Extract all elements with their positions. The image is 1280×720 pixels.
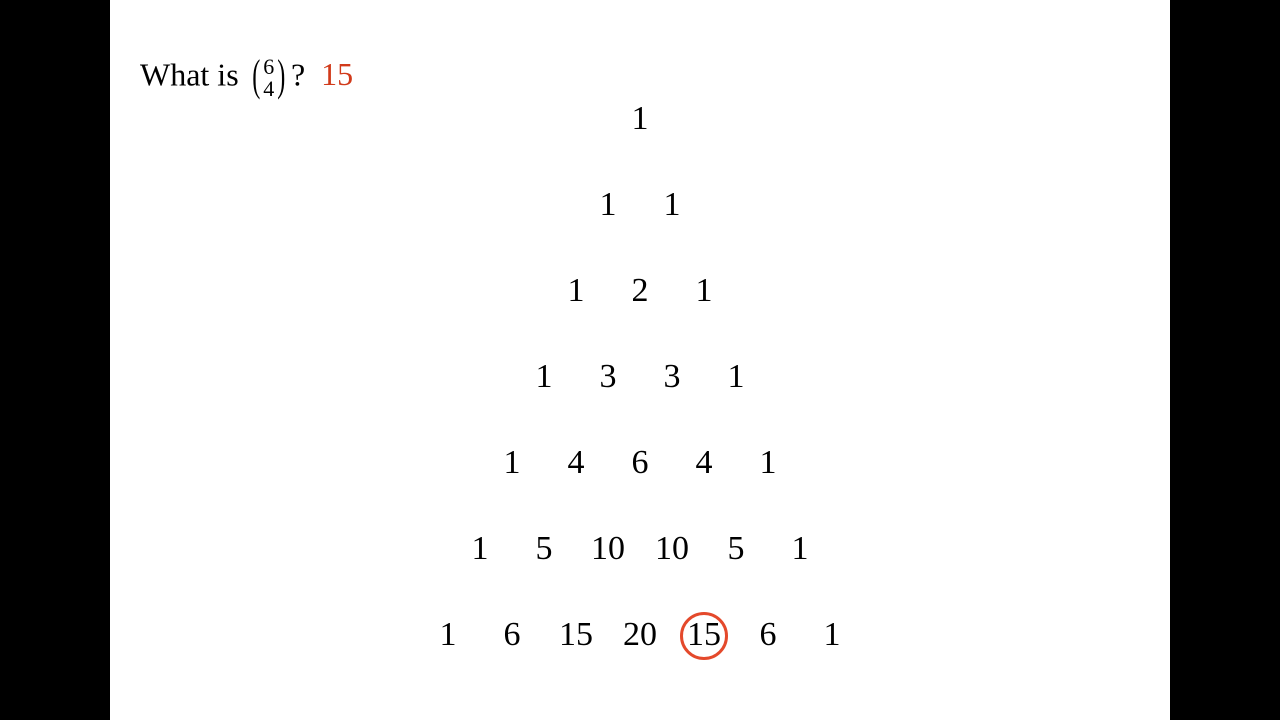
triangle-cell: 3: [640, 358, 704, 396]
answer-circle: [680, 612, 728, 660]
content-stage: What is (64)? 15 11112113311464115101051…: [110, 0, 1170, 720]
question-line: What is (64)? 15: [140, 56, 353, 100]
triangle-cell: 1: [576, 186, 640, 224]
triangle-cell: 1: [608, 100, 672, 138]
triangle-cell: 4: [672, 444, 736, 482]
left-paren: (: [252, 61, 260, 92]
triangle-cell: 15: [544, 616, 608, 654]
triangle-cell: 2: [608, 272, 672, 310]
triangle-cell: 1: [480, 444, 544, 482]
triangle-row: 121: [544, 272, 736, 310]
triangle-cell: 1: [800, 616, 864, 654]
pascals-triangle: 111121133114641151010511615201561: [110, 100, 1170, 654]
triangle-cell: 1: [448, 530, 512, 568]
triangle-row: 14641: [480, 444, 800, 482]
triangle-cell: 1: [512, 358, 576, 396]
triangle-cell: 5: [512, 530, 576, 568]
triangle-cell: 5: [704, 530, 768, 568]
triangle-cell: 3: [576, 358, 640, 396]
triangle-cell: 1: [672, 272, 736, 310]
triangle-cell: 20: [608, 616, 672, 654]
triangle-row: 1615201561: [416, 616, 864, 654]
binom-bottom: 4: [263, 78, 274, 100]
triangle-cell: 6: [480, 616, 544, 654]
triangle-cell: 6: [736, 616, 800, 654]
triangle-row: 1: [608, 100, 672, 138]
triangle-cell: 15: [672, 616, 736, 654]
triangle-cell: 1: [736, 444, 800, 482]
triangle-cell: 1: [704, 358, 768, 396]
question-suffix: ?: [291, 56, 305, 92]
triangle-cell: 4: [544, 444, 608, 482]
triangle-cell: 1: [416, 616, 480, 654]
triangle-cell: 6: [608, 444, 672, 482]
triangle-row: 15101051: [448, 530, 832, 568]
triangle-row: 1331: [512, 358, 768, 396]
right-paren: ): [278, 61, 286, 92]
triangle-cell: 1: [768, 530, 832, 568]
triangle-cell: 10: [576, 530, 640, 568]
binom-top: 6: [263, 56, 274, 78]
answer-value: 15: [321, 56, 353, 92]
binomial-notation: (64): [249, 56, 289, 100]
question-prefix: What is: [140, 56, 247, 92]
triangle-row: 11: [576, 186, 704, 224]
triangle-cell: 1: [640, 186, 704, 224]
binom-stack: 64: [263, 56, 274, 100]
triangle-cell: 10: [640, 530, 704, 568]
triangle-cell: 1: [544, 272, 608, 310]
